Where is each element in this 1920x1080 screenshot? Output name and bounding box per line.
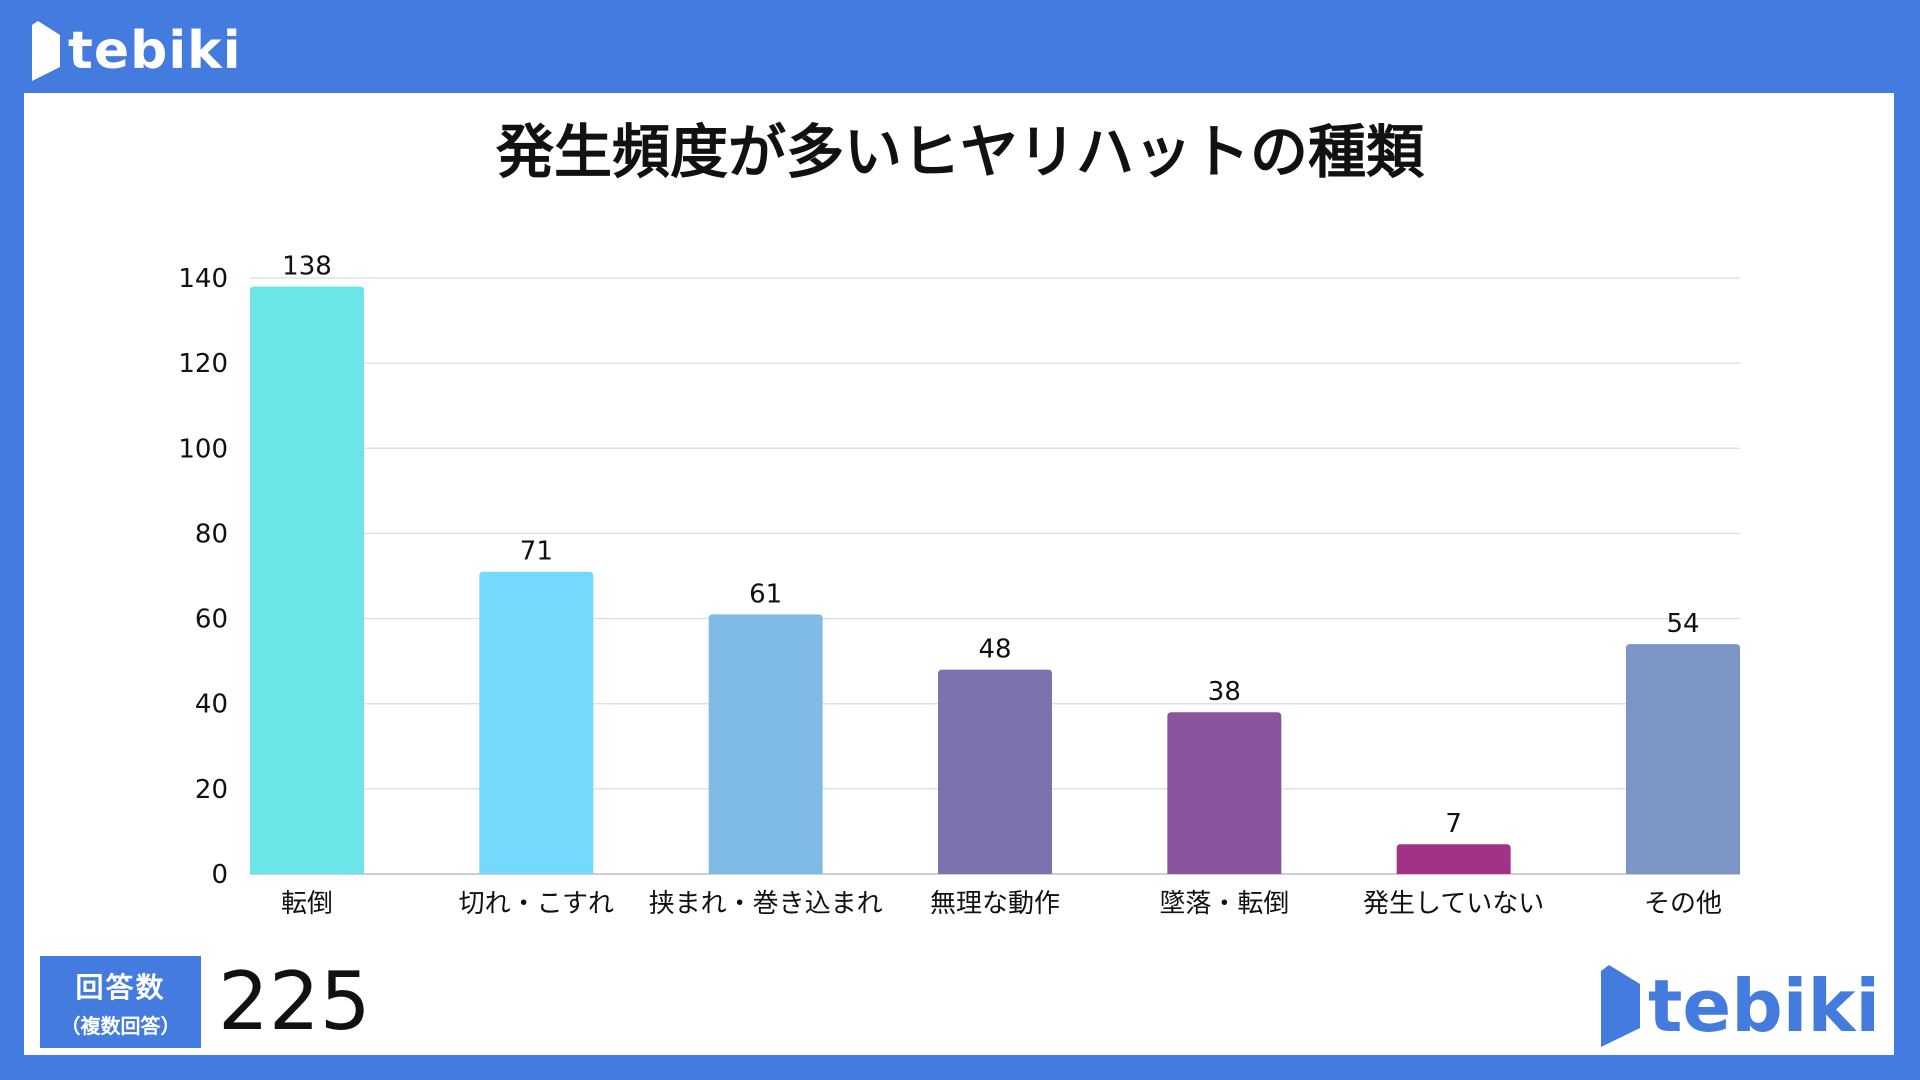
bar	[1396, 844, 1511, 874]
footer-logo-text: tebiki	[1648, 964, 1881, 1048]
x-tick-label: 無理な動作	[930, 889, 1060, 919]
header-logo: tebiki	[30, 18, 242, 84]
chart-title: 発生頻度が多いヒヤリハットの種類	[495, 118, 1424, 186]
bar	[479, 571, 594, 874]
data-label: 38	[1208, 677, 1241, 707]
responses-count: 225	[218, 955, 371, 1048]
y-tick-label: 100	[178, 434, 228, 464]
y-tick-label: 80	[195, 519, 228, 549]
bar	[1167, 712, 1282, 874]
data-label: 54	[1666, 609, 1699, 639]
data-label: 7	[1445, 809, 1462, 839]
logo-mark-icon	[32, 21, 60, 81]
data-label: 138	[282, 252, 332, 282]
x-tick-label: 転倒	[281, 889, 333, 919]
bar	[938, 669, 1052, 874]
y-tick-label: 20	[195, 775, 228, 805]
y-tick-label: 60	[195, 605, 228, 635]
data-label: 61	[749, 579, 782, 609]
logo-mark-icon	[1601, 965, 1640, 1047]
responses-sublabel: （複数回答）	[60, 1013, 181, 1038]
x-tick-label: その他	[1644, 889, 1722, 919]
y-tick-label: 140	[178, 264, 228, 294]
responses-badge: 回答数 （複数回答）	[40, 956, 201, 1048]
x-tick-label: 切れ・こすれ	[459, 889, 614, 919]
y-tick-label: 40	[195, 690, 228, 720]
footer-logo: tebiki	[1598, 964, 1880, 1048]
bar	[250, 286, 364, 874]
y-tick-label: 0	[211, 860, 228, 890]
bar	[1626, 644, 1740, 874]
data-label: 71	[520, 537, 553, 567]
x-tick-label: 墜落・転倒	[1159, 889, 1289, 919]
data-label: 48	[978, 635, 1011, 665]
bar	[708, 614, 823, 874]
x-tick-label: 発生していない	[1363, 889, 1544, 919]
responses-label: 回答数	[75, 970, 166, 1004]
x-tick-label: 挟まれ・巻き込まれ	[649, 889, 883, 919]
y-tick-label: 120	[178, 349, 228, 379]
header-logo-text: tebiki	[68, 21, 242, 81]
